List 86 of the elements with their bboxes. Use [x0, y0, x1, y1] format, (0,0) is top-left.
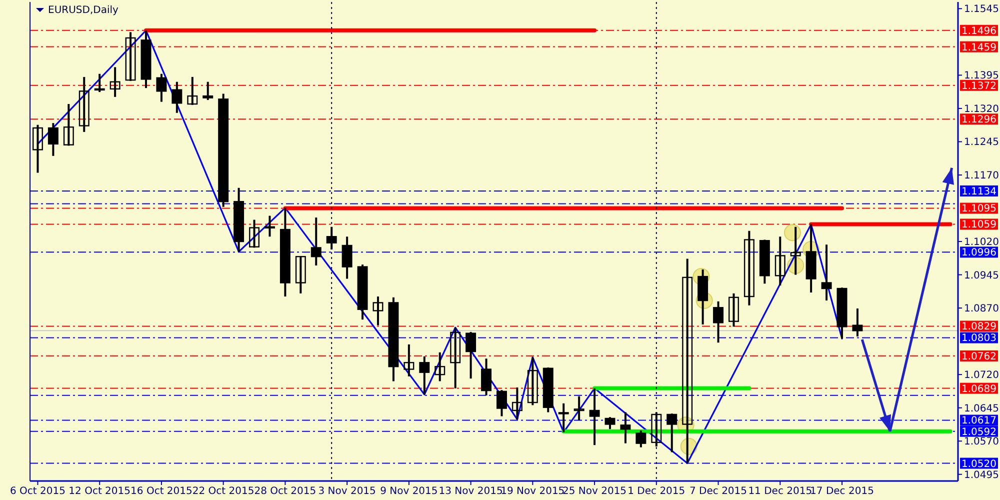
x-tick-label: 19 Nov 2015 [500, 486, 565, 497]
ref-line-label: 1.1459 [962, 42, 996, 54]
candlestick [32, 124, 43, 174]
candlestick [450, 326, 461, 390]
x-tick-label: 9 Nov 2015 [380, 486, 438, 497]
ref-line-label: 1.1059 [962, 220, 996, 231]
x-tick-label: 17 Dec 2015 [810, 486, 874, 497]
ref-line-label: 1.1095 [962, 204, 996, 215]
x-tick-label: 6 Oct 2015 [10, 486, 66, 497]
candlestick [636, 429, 646, 448]
candlestick [125, 31, 136, 82]
y-tick-label: 1.0720 [964, 370, 999, 382]
x-tick-label: 25 Nov 2015 [562, 486, 627, 497]
y-tick-label: 1.1245 [964, 137, 999, 148]
candlestick [326, 226, 337, 250]
ref-line-label: 1.0617 [962, 416, 996, 427]
chart-title: EURUSD,Daily [48, 5, 119, 16]
candlestick [434, 351, 446, 382]
candlestick [666, 412, 678, 454]
x-tick-label: 7 Dec 2015 [690, 486, 748, 497]
candlestick [249, 218, 260, 249]
candlestick [698, 268, 708, 326]
y-tick-label: 1.1395 [964, 70, 999, 82]
ref-line-label: 1.0829 [962, 322, 996, 333]
ref-line-label: 1.0803 [962, 333, 996, 344]
ref-line-label: 1.1296 [962, 114, 996, 126]
ref-line-label: 1.0996 [962, 248, 996, 259]
candlestick [604, 416, 616, 430]
x-tick-label: 1 Dec 2015 [628, 486, 686, 497]
candlestick [512, 386, 522, 420]
ref-line-label: 1.1496 [962, 26, 996, 37]
x-tick-label: 3 Nov 2015 [318, 486, 376, 497]
candlestick [419, 355, 430, 396]
ref-line-label: 1.0520 [962, 458, 996, 470]
y-tick-label: 1.0645 [964, 403, 999, 414]
y-tick-label: 1.0870 [964, 304, 999, 315]
candlestick [481, 358, 492, 396]
y-tick-label: 1.1170 [964, 170, 999, 182]
y-tick-label: 1.0495 [964, 470, 999, 481]
candlestick [852, 307, 863, 338]
candlestick [728, 292, 739, 328]
x-tick-label: 28 Oct 2015 [254, 486, 316, 497]
candlestick [172, 80, 182, 114]
candlestick [774, 236, 786, 286]
candlestick [94, 72, 105, 94]
x-tick-label: 16 Oct 2015 [130, 486, 192, 497]
ref-line-label: 1.0689 [962, 384, 996, 395]
candlestick [264, 214, 275, 238]
ref-line-label: 1.1134 [962, 186, 996, 198]
candlestick [713, 300, 724, 344]
candlestick [156, 72, 167, 103]
candlestick [372, 295, 384, 326]
candlestick [187, 76, 198, 106]
y-tick-label: 1.1320 [964, 104, 999, 115]
candlestick [558, 402, 569, 434]
candlestick [295, 256, 306, 294]
y-tick-label: 1.0570 [964, 436, 999, 448]
candlestick [574, 395, 584, 422]
candlestick [620, 411, 631, 444]
candlestick [527, 356, 538, 406]
candlestick [821, 244, 832, 302]
candlestick [589, 387, 600, 446]
x-tick-label: 12 Oct 2015 [68, 486, 131, 497]
candlestick [404, 343, 414, 378]
ref-line-label: 1.0762 [962, 351, 996, 362]
y-tick-label: 1.1545 [964, 4, 999, 16]
y-tick-label: 1.0945 [964, 270, 999, 282]
candlestick [466, 330, 476, 380]
candlestick [342, 236, 352, 280]
candlestick [78, 76, 90, 133]
candlestick [202, 80, 214, 102]
candlestick [496, 389, 507, 418]
x-tick-label: 22 Oct 2015 [192, 486, 254, 497]
candlestick [790, 226, 801, 276]
y-tick-label: 1.1020 [964, 237, 999, 248]
candlestick [744, 230, 754, 306]
candlestick [48, 122, 58, 157]
candlestick [651, 411, 662, 448]
candlestick [63, 103, 74, 147]
candlestick [682, 258, 693, 464]
x-tick-label: 11 Dec 2015 [748, 486, 812, 497]
candlestick [310, 216, 322, 266]
x-tick-label: 13 Nov 2015 [438, 486, 503, 497]
ref-line-label: 1.0592 [962, 426, 996, 438]
candlestick [110, 66, 120, 98]
ref-line-label: 1.1372 [962, 80, 996, 92]
